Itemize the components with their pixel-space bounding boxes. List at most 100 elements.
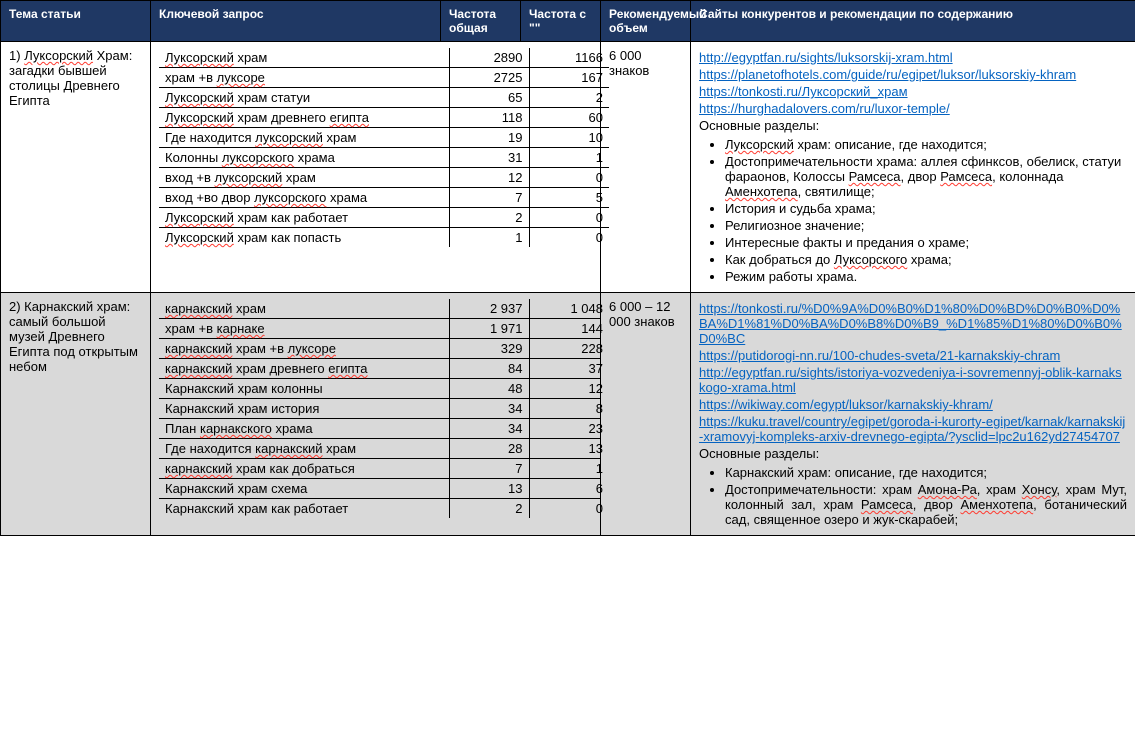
keyword-freq-total: 1 971 xyxy=(449,319,529,339)
keyword-freq-total: 12 xyxy=(449,168,529,188)
sections-title: Основные разделы: xyxy=(699,446,1127,461)
keyword-freq-quoted: 0 xyxy=(529,208,609,228)
keyword-freq-total: 13 xyxy=(449,479,529,499)
keyword-freq-total: 1 xyxy=(449,228,529,248)
keyword-freq-total: 7 xyxy=(449,459,529,479)
section-item: Луксорский храм: описание, где находится… xyxy=(725,137,1127,152)
keyword-term: Луксорский храм как попасть xyxy=(159,228,449,248)
section-item: Режим работы храма. xyxy=(725,269,1127,284)
keyword-term: вход +в луксорский храм xyxy=(159,168,449,188)
keyword-term: План карнакского храма xyxy=(159,419,449,439)
topic-cell: 2) Карнакский храм: самый большой музей … xyxy=(1,293,151,536)
keyword-row: Карнакский храм колонны4812 xyxy=(159,379,609,399)
keyword-freq-quoted: 12 xyxy=(529,379,609,399)
keyword-freq-total: 65 xyxy=(449,88,529,108)
keyword-freq-total: 2890 xyxy=(449,48,529,68)
keyword-row: Луксорский храм как работает20 xyxy=(159,208,609,228)
keyword-freq-total: 31 xyxy=(449,148,529,168)
keyword-term: вход +во двор луксорского храма xyxy=(159,188,449,208)
keyword-row: Карнакский храм как работает20 xyxy=(159,499,609,519)
keyword-freq-quoted: 1 xyxy=(529,459,609,479)
keyword-row: Где находится луксорский храм1910 xyxy=(159,128,609,148)
keyword-freq-total: 2 937 xyxy=(449,299,529,319)
keyword-freq-quoted: 60 xyxy=(529,108,609,128)
competitor-link[interactable]: https://wikiway.com/egypt/luksor/karnaks… xyxy=(699,397,993,412)
recommendations-cell: http://egyptfan.ru/sights/luksorskij-xra… xyxy=(691,42,1135,293)
competitor-link[interactable]: http://egyptfan.ru/sights/istoriya-vozve… xyxy=(699,365,1122,395)
keyword-freq-total: 329 xyxy=(449,339,529,359)
competitor-link[interactable]: https://putidorogi-nn.ru/100-chudes-svet… xyxy=(699,348,1060,363)
header-freq-total: Частота общая xyxy=(441,1,521,42)
keyword-freq-quoted: 23 xyxy=(529,419,609,439)
keyword-term: Колонны луксорского храма xyxy=(159,148,449,168)
competitor-link[interactable]: https://planetofhotels.com/guide/ru/egip… xyxy=(699,67,1076,82)
keyword-row: Колонны луксорского храма311 xyxy=(159,148,609,168)
content-row: 1) Луксорский Храм: загадки бывшей столи… xyxy=(1,42,1135,293)
keywords-cell: Луксорский храм28901166храм +в луксоре27… xyxy=(151,42,601,293)
keyword-row: Где находится карнакский храм2813 xyxy=(159,439,609,459)
volume-cell: 6 000 – 12 000 знаков xyxy=(601,293,691,536)
section-item: Карнакский храм: описание, где находится… xyxy=(725,465,1127,480)
keyword-freq-quoted: 144 xyxy=(529,319,609,339)
keyword-term: храм +в луксоре xyxy=(159,68,449,88)
keyword-term: Где находится луксорский храм xyxy=(159,128,449,148)
header-volume: Рекомендуемый объем xyxy=(601,1,691,42)
keyword-term: храм +в карнаке xyxy=(159,319,449,339)
keyword-row: Луксорский храм как попасть10 xyxy=(159,228,609,248)
sections-list: Карнакский храм: описание, где находится… xyxy=(699,465,1127,527)
section-item: Достопримечательности храма: аллея сфинк… xyxy=(725,154,1127,199)
keyword-freq-quoted: 167 xyxy=(529,68,609,88)
section-item: Достопримечательности: храм Амона-Ра, хр… xyxy=(725,482,1127,527)
header-row: Тема статьи Ключевой запрос Частота обща… xyxy=(1,1,1135,42)
keyword-row: Луксорский храм статуи652 xyxy=(159,88,609,108)
recommendations-cell: https://tonkosti.ru/%D0%9A%D0%B0%D1%80%D… xyxy=(691,293,1135,536)
keyword-freq-quoted: 1 xyxy=(529,148,609,168)
keyword-term: Карнакский храм схема xyxy=(159,479,449,499)
keyword-freq-total: 19 xyxy=(449,128,529,148)
competitor-link[interactable]: https://tonkosti.ru/%D0%9A%D0%B0%D1%80%D… xyxy=(699,301,1122,346)
keyword-row: План карнакского храма3423 xyxy=(159,419,609,439)
keyword-row: вход +в луксорский храм120 xyxy=(159,168,609,188)
keyword-freq-total: 48 xyxy=(449,379,529,399)
keyword-freq-quoted: 13 xyxy=(529,439,609,459)
competitor-link[interactable]: https://kuku.travel/country/egipet/gorod… xyxy=(699,414,1125,444)
competitor-link[interactable]: https://tonkosti.ru/Луксорский_храм xyxy=(699,84,908,99)
keyword-freq-quoted: 5 xyxy=(529,188,609,208)
keyword-row: храм +в луксоре2725167 xyxy=(159,68,609,88)
keyword-term: Где находится карнакский храм xyxy=(159,439,449,459)
keyword-freq-quoted: 0 xyxy=(529,168,609,188)
keyword-term: Луксорский храм древнего египта xyxy=(159,108,449,128)
keyword-term: Луксорский храм xyxy=(159,48,449,68)
keyword-freq-quoted: 37 xyxy=(529,359,609,379)
keyword-freq-total: 118 xyxy=(449,108,529,128)
keyword-term: Карнакский храм история xyxy=(159,399,449,419)
keyword-freq-quoted: 1166 xyxy=(529,48,609,68)
content-row: 2) Карнакский храм: самый большой музей … xyxy=(1,293,1135,536)
keyword-freq-total: 2 xyxy=(449,499,529,519)
header-recommendations: Сайты конкурентов и рекомендации по соде… xyxy=(691,1,1135,42)
content-plan-table: Тема статьи Ключевой запрос Частота обща… xyxy=(0,0,1135,536)
volume-cell: 6 000 знаков xyxy=(601,42,691,293)
section-item: История и судьба храма; xyxy=(725,201,1127,216)
keyword-freq-quoted: 10 xyxy=(529,128,609,148)
keyword-row: Луксорский храм древнего египта11860 xyxy=(159,108,609,128)
section-item: Интересные факты и предания о храме; xyxy=(725,235,1127,250)
section-item: Как добраться до Луксорского храма; xyxy=(725,252,1127,267)
competitor-link[interactable]: http://egyptfan.ru/sights/luksorskij-xra… xyxy=(699,50,953,65)
keyword-row: карнакский храм как добраться71 xyxy=(159,459,609,479)
keyword-freq-quoted: 2 xyxy=(529,88,609,108)
header-keyword: Ключевой запрос xyxy=(151,1,441,42)
keywords-cell: карнакский храм2 9371 048храм +в карнаке… xyxy=(151,293,601,536)
keyword-row: карнакский храм древнего египта8437 xyxy=(159,359,609,379)
competitor-link[interactable]: https://hurghadalovers.com/ru/luxor-temp… xyxy=(699,101,950,116)
keyword-term: карнакский храм +в луксоре xyxy=(159,339,449,359)
keyword-freq-quoted: 0 xyxy=(529,499,609,519)
keyword-freq-quoted: 1 048 xyxy=(529,299,609,319)
keyword-term: Луксорский храм статуи xyxy=(159,88,449,108)
header-topic: Тема статьи xyxy=(1,1,151,42)
keyword-freq-quoted: 228 xyxy=(529,339,609,359)
section-item: Религиозное значение; xyxy=(725,218,1127,233)
sections-list: Луксорский храм: описание, где находится… xyxy=(699,137,1127,284)
keyword-row: Карнакский храм история348 xyxy=(159,399,609,419)
keyword-freq-quoted: 8 xyxy=(529,399,609,419)
